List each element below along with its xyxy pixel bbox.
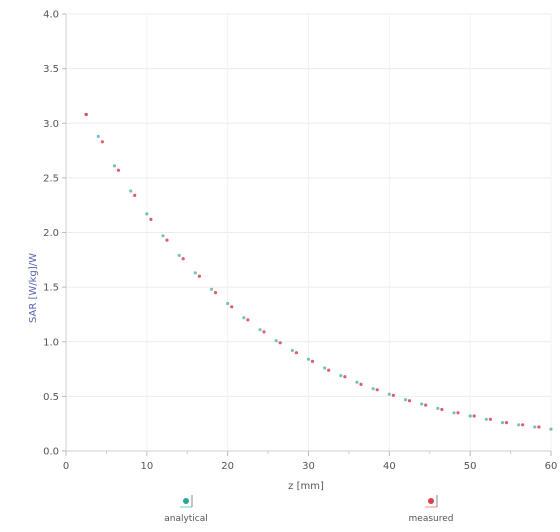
point-analytical	[290, 348, 294, 353]
point-analytical	[96, 134, 100, 138]
point-analytical	[436, 406, 440, 410]
point-measured	[84, 112, 88, 117]
y-axis-label: SAR [W/kg]/W	[28, 253, 39, 323]
y-tick-label: 3.0	[43, 119, 59, 130]
legend-item-measured: measured	[409, 498, 454, 524]
y-ticks: 0.0 0.5 1.0 1.5 2.0 2.5 3.0 3.5 4.0	[43, 10, 66, 458]
legend-item-analytical: analytical	[164, 498, 208, 524]
point-measured	[230, 305, 234, 309]
point-analytical	[258, 328, 262, 332]
point-measured	[294, 351, 298, 355]
point-measured	[100, 140, 104, 144]
point-measured	[472, 414, 476, 418]
point-analytical	[371, 387, 375, 391]
y-tick-label: 1.0	[43, 337, 59, 348]
point-analytical	[387, 392, 391, 396]
x-tick-label: 40	[383, 461, 396, 472]
point-measured	[327, 368, 331, 372]
x-tick-label: 30	[302, 461, 315, 472]
point-measured	[197, 274, 201, 278]
point-analytical	[403, 398, 408, 402]
point-analytical	[177, 253, 181, 257]
point-analytical	[193, 271, 197, 275]
y-tick-label: 2.5	[43, 173, 59, 184]
point-measured	[165, 238, 169, 242]
x-axis-label: z [mm]	[288, 481, 324, 492]
x-tick-label: 60	[545, 461, 558, 472]
point-measured	[440, 407, 444, 412]
point-measured	[359, 382, 363, 386]
point-analytical	[517, 423, 521, 427]
point-analytical	[355, 380, 359, 384]
point-measured	[375, 388, 379, 392]
point-measured	[181, 257, 185, 261]
point-analytical	[484, 417, 488, 421]
point-measured	[278, 341, 282, 345]
point-measured	[504, 421, 509, 425]
point-analytical	[161, 234, 165, 238]
y-tick-label: 1.5	[43, 283, 59, 294]
legend: analytical measured	[164, 495, 453, 524]
point-measured	[116, 168, 121, 172]
x-tick-label: 10	[140, 461, 153, 472]
point-measured	[407, 399, 412, 403]
point-measured	[424, 403, 428, 407]
point-analytical	[145, 212, 149, 216]
x-tick-label: 20	[221, 461, 234, 472]
point-analytical	[339, 374, 343, 378]
point-measured	[456, 411, 460, 415]
point-analytical	[306, 357, 311, 361]
point-analytical	[323, 366, 327, 370]
y-tick-label: 4.0	[43, 10, 59, 21]
point-analytical	[209, 287, 214, 291]
point-analytical	[500, 421, 505, 425]
legend-marker-measured	[428, 498, 434, 504]
y-tick-label: 0.5	[43, 392, 59, 403]
x-tick-label: 50	[464, 461, 477, 472]
point-measured	[537, 425, 541, 429]
point-analytical	[533, 425, 537, 429]
point-measured	[391, 393, 395, 397]
point-analytical	[420, 402, 424, 406]
point-analytical	[452, 411, 456, 415]
point-measured	[133, 193, 137, 197]
point-analytical	[274, 339, 278, 343]
point-measured	[310, 359, 315, 363]
x-tick-label: 0	[63, 461, 69, 472]
legend-marker-analytical	[183, 498, 189, 504]
y-tick-label: 0.0	[43, 447, 59, 458]
point-measured	[149, 217, 153, 221]
grid	[65, 13, 552, 452]
legend-label-measured: measured	[409, 514, 454, 524]
point-analytical	[468, 414, 472, 418]
point-analytical	[226, 301, 230, 306]
point-measured	[262, 330, 266, 334]
point-analytical	[129, 189, 133, 193]
point-analytical	[549, 427, 553, 431]
point-analytical	[242, 316, 246, 320]
y-tick-label: 2.0	[43, 228, 59, 239]
point-measured	[343, 375, 347, 379]
data-points	[84, 112, 553, 431]
point-analytical	[112, 164, 117, 168]
x-ticks: 0 10 20 30 40 50 60	[63, 451, 558, 472]
point-measured	[488, 417, 492, 421]
point-measured	[213, 291, 218, 295]
legend-label-analytical: analytical	[164, 514, 208, 524]
point-measured	[521, 423, 525, 427]
y-tick-label: 3.5	[43, 64, 59, 75]
point-measured	[246, 318, 250, 322]
